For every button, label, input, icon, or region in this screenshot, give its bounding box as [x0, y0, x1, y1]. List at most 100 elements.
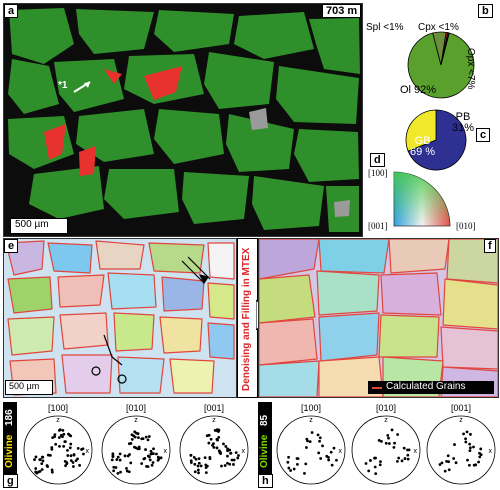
pole-point [462, 432, 465, 436]
pole-point [130, 437, 134, 441]
pole-point [465, 430, 469, 434]
pole-point [445, 459, 448, 463]
pole-point [478, 451, 481, 455]
pole-point [71, 465, 75, 468]
pole-point [151, 461, 155, 464]
pole-point [392, 445, 396, 449]
pole-point [66, 454, 70, 457]
pole-point [197, 471, 200, 475]
pole-point [41, 459, 45, 463]
pole-point [63, 440, 67, 444]
pole-point [61, 435, 64, 439]
pole-point [133, 430, 137, 434]
pole-point [146, 438, 150, 442]
pole-point [318, 439, 321, 443]
pole-point [146, 465, 150, 469]
pole-point [65, 461, 69, 464]
grain-annotation: *1 [58, 80, 68, 91]
pole-point [40, 462, 44, 466]
pole-point [479, 447, 483, 451]
pole-point [215, 446, 219, 450]
pole-point [116, 471, 120, 475]
pole-point [111, 455, 115, 459]
panel-d-label: d [370, 153, 385, 167]
pole-point [50, 448, 54, 451]
pole-point [58, 428, 62, 432]
pole-point [81, 447, 85, 451]
pole-point [193, 470, 197, 474]
pole-point [464, 440, 468, 444]
pole-point [400, 459, 404, 463]
panel-g-mineral: Olivine [4, 434, 15, 468]
pole-point [403, 457, 407, 460]
scale-bar-a-text: 500 µm [15, 219, 49, 230]
pie-slice-1 [405, 109, 437, 152]
processing-banner: Denoising and Filling in MTEX [237, 238, 258, 398]
pole-point [292, 467, 296, 471]
grain-legend-swatch [372, 387, 382, 389]
panel-c-label: c [476, 128, 491, 142]
pole-figure-axis-label: [010] [376, 403, 396, 413]
pole-point [236, 456, 240, 460]
pole-figure-x-label: x [489, 448, 493, 455]
pole-point [69, 442, 73, 446]
pole-point [199, 464, 203, 468]
ipf-corner-001: [001] [368, 221, 388, 231]
pole-figure-z-label: z [134, 417, 138, 424]
pole-point [150, 452, 154, 456]
pole-figure-circle [23, 415, 93, 485]
pole-point [469, 432, 472, 436]
pole-point [214, 429, 218, 432]
pole-point [48, 453, 52, 457]
pole-point [438, 463, 442, 466]
pole-figure-z-label: z [459, 417, 463, 424]
pole-point [62, 432, 66, 436]
pole-point [69, 459, 73, 463]
pole-point [329, 450, 333, 454]
pole-point [143, 456, 147, 460]
pole-figure-x-label: x [242, 448, 246, 455]
pole-point [406, 453, 410, 457]
pole-figure-z-label: z [384, 417, 388, 424]
phase-pie-chart [407, 31, 475, 99]
pole-point [369, 459, 372, 462]
panel-h-mineral: Olivine [259, 434, 270, 468]
pole-figure-z-label: z [56, 417, 60, 424]
pole-point [226, 454, 229, 458]
pole-point [308, 440, 312, 444]
processing-banner-text: Denoising and Filling in MTEX [241, 247, 252, 391]
pole-figure-axis-label: [100] [301, 403, 321, 413]
pole-point [215, 437, 219, 441]
pole-point [305, 437, 309, 441]
pole-point [220, 464, 223, 468]
panel-h-sidebar: Olivine 85 [258, 402, 272, 487]
pole-point [327, 458, 331, 462]
pole-point [40, 468, 44, 471]
pole-point [67, 432, 70, 436]
pole-figure-axis-label: [001] [451, 403, 471, 413]
pie-label-pb: PB 31% [452, 112, 474, 134]
pole-point [204, 471, 208, 475]
pole-point [46, 465, 50, 469]
pole-point [440, 461, 444, 465]
panel-g-sidebar: Olivine 186 [3, 402, 17, 487]
pole-point [137, 436, 140, 440]
pole-point [50, 470, 54, 474]
pole-point [58, 444, 61, 448]
pole-point [61, 428, 65, 432]
pole-point [129, 461, 133, 465]
pole-point [134, 446, 138, 450]
pole-point [82, 452, 85, 456]
grain-legend-text: Calculated Grains [386, 381, 466, 392]
pole-point [38, 469, 42, 473]
pole-point [34, 467, 38, 470]
pole-point [71, 461, 75, 464]
pole-point [50, 468, 54, 472]
pie-label-opx: Opx <7% [465, 48, 476, 90]
pole-point [468, 463, 471, 467]
pole-point [303, 472, 306, 475]
pole-figure-x-label: x [339, 448, 343, 455]
pole-point [330, 463, 334, 467]
pole-point [234, 451, 238, 455]
pole-point [468, 449, 472, 453]
